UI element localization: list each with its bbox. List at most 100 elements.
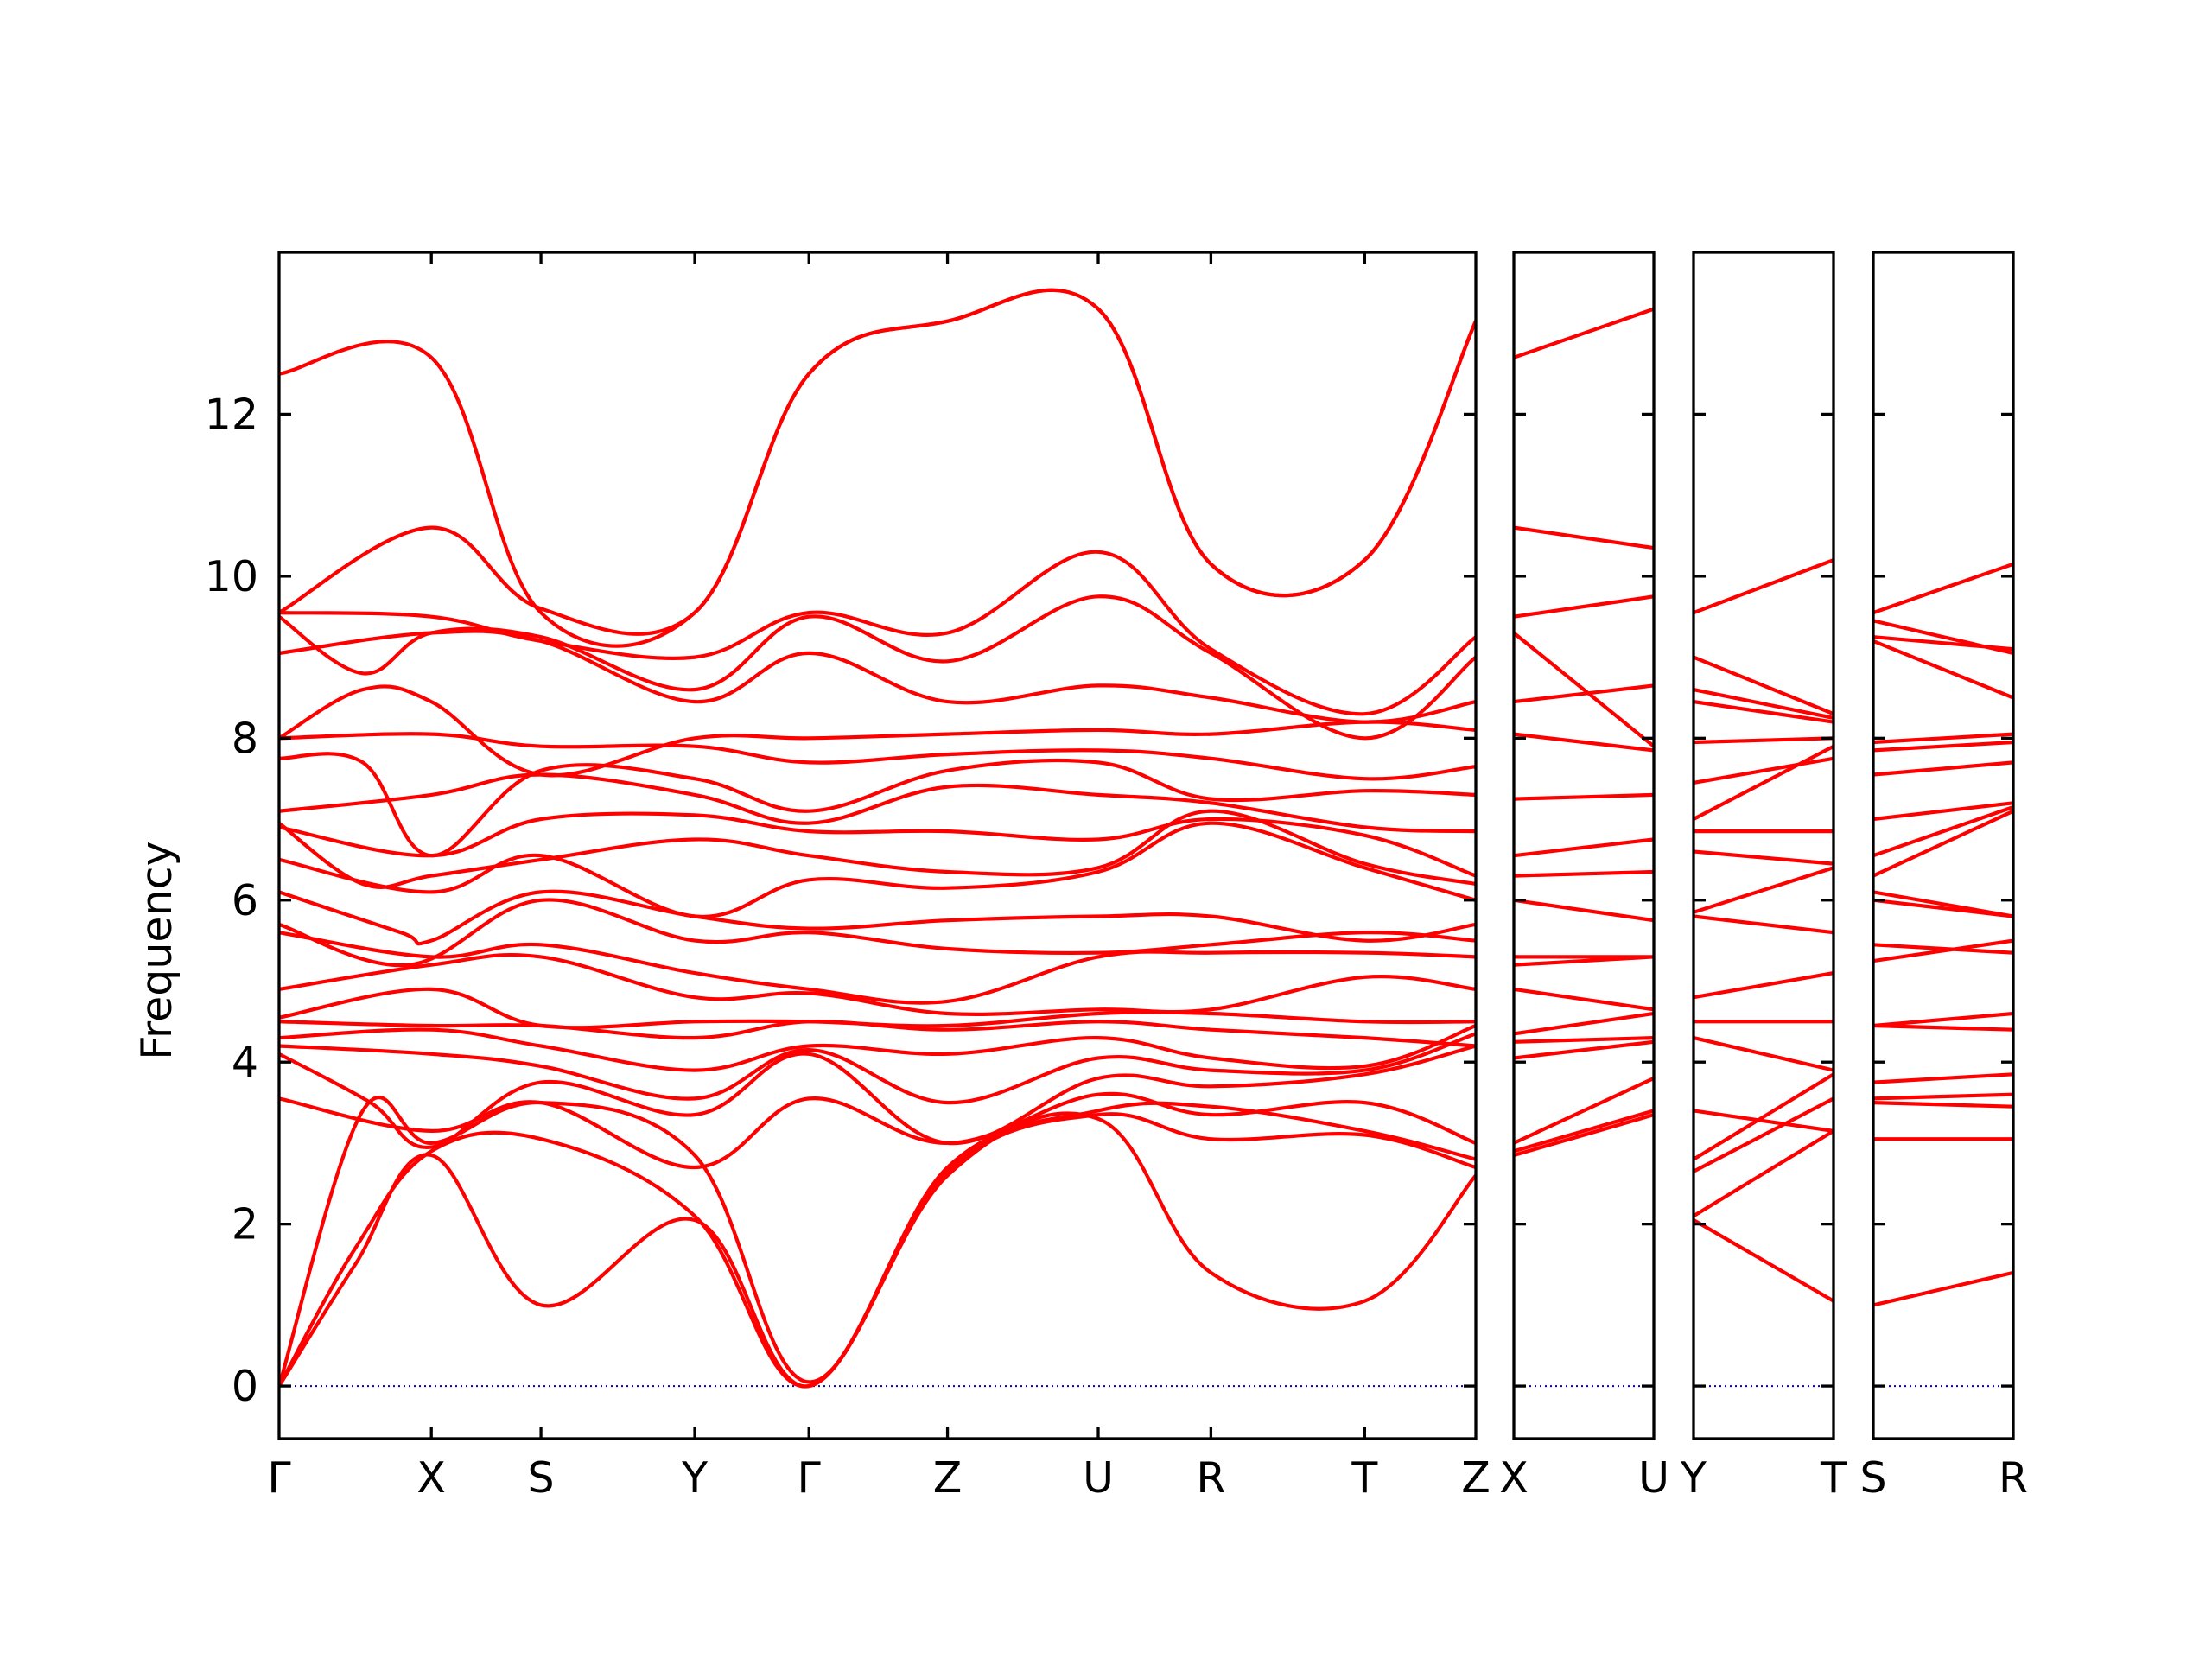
band-line bbox=[1694, 1217, 1834, 1303]
panel-1: 0 2 4 6 8 10 12 Γ X S Y Γ Z U R T Z bbox=[205, 251, 1491, 1503]
band-line bbox=[279, 952, 1476, 1016]
band-line bbox=[1514, 869, 1654, 878]
band-line bbox=[279, 1111, 1476, 1389]
band-line bbox=[1514, 987, 1654, 1012]
band-line bbox=[279, 288, 1476, 648]
band-line bbox=[1514, 683, 1654, 704]
band-line bbox=[279, 629, 1476, 724]
panel-frame bbox=[1512, 251, 1656, 1440]
panel-frame bbox=[1692, 251, 1835, 1440]
band-line bbox=[1514, 1011, 1654, 1036]
band-line bbox=[1873, 1023, 2013, 1032]
x-tick-label: Y bbox=[1680, 1453, 1707, 1503]
x-tick-label: Z bbox=[1461, 1453, 1491, 1503]
band-line bbox=[1873, 804, 2013, 858]
x-tick-label: S bbox=[1859, 1453, 1886, 1503]
band-line bbox=[1694, 744, 1834, 822]
band-line bbox=[1873, 562, 2013, 615]
x-tick-label: S bbox=[528, 1453, 555, 1503]
band-line bbox=[1873, 1092, 2013, 1101]
band-line bbox=[1514, 631, 1654, 748]
band-line bbox=[1873, 635, 2013, 652]
band-line bbox=[1694, 1036, 1834, 1072]
x-tick-label: Γ bbox=[267, 1453, 291, 1503]
band-line bbox=[1694, 849, 1834, 866]
band-line bbox=[1694, 1072, 1834, 1161]
band-line bbox=[279, 1112, 1476, 1389]
bands-panel-1 bbox=[279, 288, 1476, 1389]
band-line bbox=[279, 889, 1476, 946]
band-line bbox=[1694, 756, 1834, 785]
band-line bbox=[279, 752, 1476, 858]
bands-panel-4 bbox=[1873, 562, 2013, 1307]
x-tick-label: R bbox=[1196, 1453, 1225, 1503]
band-line bbox=[279, 898, 1476, 968]
band-line bbox=[1873, 1072, 2013, 1084]
band-line bbox=[1873, 1101, 2013, 1109]
band-line bbox=[1694, 655, 1834, 716]
x-tick-label: X bbox=[416, 1453, 446, 1503]
x-tick-label: T bbox=[1351, 1453, 1378, 1503]
x-tick-label: Z bbox=[933, 1453, 963, 1503]
band-line bbox=[1514, 307, 1654, 359]
band-line bbox=[279, 772, 1476, 834]
band-line bbox=[1694, 1109, 1834, 1133]
band-line bbox=[279, 550, 1476, 716]
band-line bbox=[1694, 1128, 1834, 1218]
band-line bbox=[1873, 938, 2013, 963]
band-line bbox=[1873, 890, 2013, 918]
band-line bbox=[1873, 801, 2013, 822]
band-line bbox=[279, 594, 1476, 741]
band-line bbox=[1694, 866, 1834, 914]
band-line bbox=[1694, 971, 1834, 1000]
band-line bbox=[279, 821, 1476, 918]
band-line bbox=[279, 1095, 1476, 1389]
bands-panel-3 bbox=[1694, 558, 1834, 1303]
x-tick-label: Γ bbox=[798, 1453, 822, 1503]
y-axis-label: Frequency bbox=[132, 841, 181, 1059]
band-line bbox=[279, 987, 1476, 1030]
band-line bbox=[1873, 1011, 2013, 1028]
band-line bbox=[1694, 736, 1834, 745]
band-line bbox=[1873, 619, 2013, 655]
y-tick-label: 4 bbox=[232, 1038, 258, 1087]
band-line bbox=[279, 288, 1476, 636]
band-line bbox=[279, 811, 1476, 878]
band-line bbox=[1514, 1039, 1654, 1060]
x-tick-label: R bbox=[1999, 1453, 2028, 1503]
band-line bbox=[1873, 760, 2013, 777]
band-line bbox=[1694, 688, 1834, 720]
x-tick-label: T bbox=[1820, 1453, 1847, 1503]
y-tick-label: 10 bbox=[205, 552, 258, 601]
y-tick-label: 12 bbox=[205, 390, 258, 439]
band-line bbox=[279, 732, 1476, 781]
band-line bbox=[1514, 594, 1654, 619]
band-line bbox=[1694, 558, 1834, 615]
band-line bbox=[279, 1091, 1476, 1170]
y-tick-label: 8 bbox=[232, 714, 258, 763]
x-tick-label: U bbox=[1638, 1453, 1669, 1503]
band-line bbox=[1694, 1096, 1834, 1173]
band-line bbox=[1514, 837, 1654, 858]
band-line bbox=[279, 1032, 1476, 1105]
band-line bbox=[279, 931, 1476, 1005]
x-tick-label: U bbox=[1083, 1453, 1114, 1503]
band-line bbox=[1873, 732, 2013, 745]
band-line bbox=[1514, 1076, 1654, 1145]
band-line bbox=[1514, 792, 1654, 801]
band-line bbox=[1514, 898, 1654, 923]
band-line bbox=[1694, 914, 1834, 935]
panel-frame bbox=[277, 251, 1478, 1440]
band-line bbox=[279, 1044, 1476, 1149]
band-line bbox=[1514, 525, 1654, 550]
x-tick-label: X bbox=[1499, 1453, 1529, 1503]
band-line bbox=[1514, 1036, 1654, 1044]
band-line bbox=[279, 1023, 1476, 1072]
y-tick-label: 6 bbox=[232, 876, 258, 925]
band-line bbox=[279, 684, 1476, 778]
x-tick-label: Y bbox=[681, 1453, 709, 1503]
band-line bbox=[1873, 809, 2013, 878]
